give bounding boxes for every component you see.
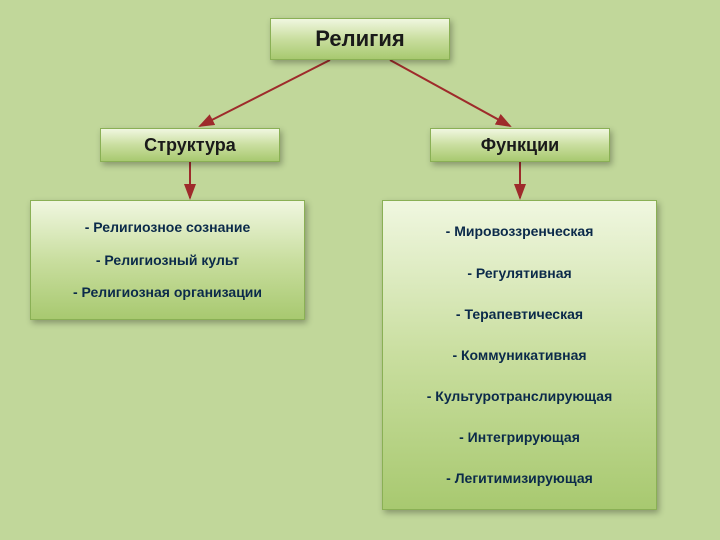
list-item: - Легитимизирующая xyxy=(446,467,593,489)
content-node-left: - Религиозное сознание - Религиозный куль… xyxy=(30,200,305,320)
list-item: - Религиозная организации xyxy=(73,281,262,303)
list-item: - Религиозный культ xyxy=(96,249,239,271)
edge-title-right xyxy=(390,60,510,126)
root-label: Религия xyxy=(315,26,404,52)
list-item: - Мировоззренческая xyxy=(446,220,594,242)
list-item: - Культуротранслирующая xyxy=(427,385,613,407)
root-node: Религия xyxy=(270,18,450,60)
list-item: - Коммуникативная xyxy=(452,344,586,366)
list-item: - Терапевтическая xyxy=(456,303,583,325)
branch-node-left: Структура xyxy=(100,128,280,162)
list-item: - Религиозное сознание xyxy=(85,216,250,238)
branch-node-right: Функции xyxy=(430,128,610,162)
list-item: - Регулятивная xyxy=(467,262,571,284)
branch-label-right: Функции xyxy=(481,135,559,156)
edge-title-left xyxy=(200,60,330,126)
content-node-right: - Мировоззренческая - Регулятивная - Терап… xyxy=(382,200,657,510)
branch-label-left: Структура xyxy=(144,135,236,156)
list-item: - Интегрирующая xyxy=(459,426,580,448)
